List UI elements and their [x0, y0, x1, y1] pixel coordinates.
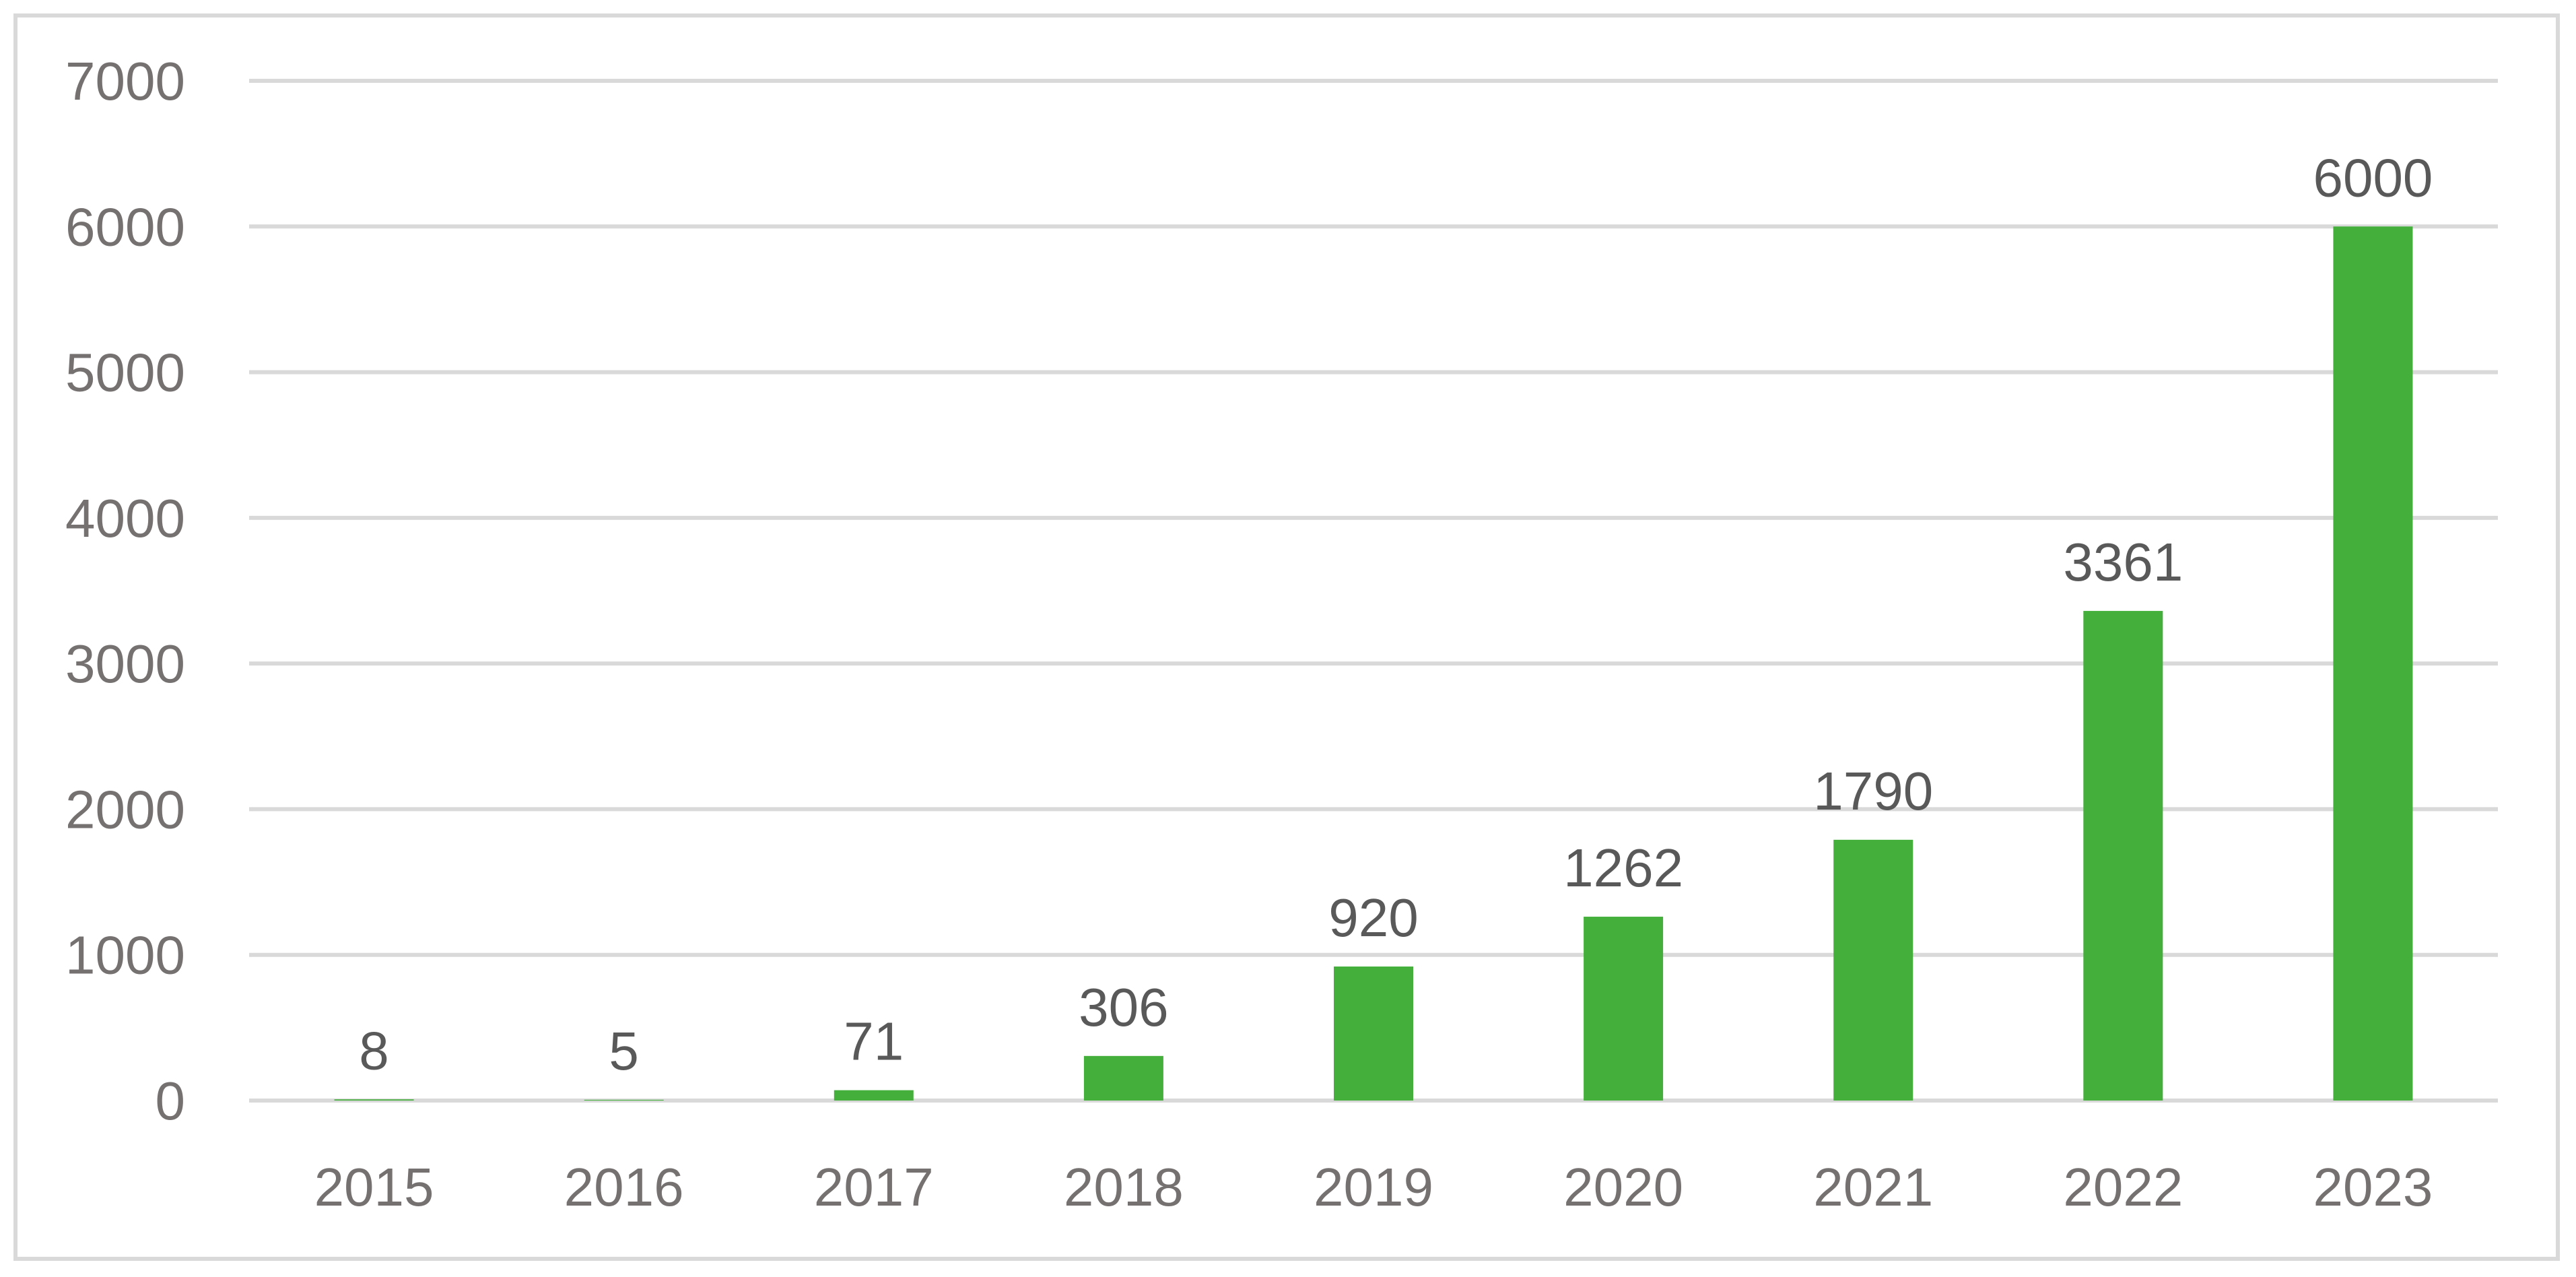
x-tick-label-2018: 2018	[1064, 1157, 1184, 1217]
y-tick-label: 5000	[65, 343, 185, 403]
x-tick-label-2021: 2021	[1813, 1157, 1933, 1217]
bar-2016	[584, 1099, 664, 1101]
data-label-2021: 1790	[1813, 761, 1933, 821]
bar-2022	[2083, 611, 2163, 1101]
y-tick-label: 1000	[65, 925, 185, 985]
bar-2019	[1334, 967, 1413, 1101]
bar-2021	[1833, 839, 1913, 1101]
x-tick-label-2017: 2017	[814, 1157, 934, 1217]
data-label-2018: 306	[1079, 977, 1168, 1037]
bar-2015	[334, 1099, 414, 1101]
x-tick-label-2019: 2019	[1314, 1157, 1433, 1217]
y-tick-label: 4000	[65, 488, 185, 548]
bar-2017	[834, 1090, 914, 1101]
data-label-2022: 3361	[2063, 532, 2183, 592]
x-tick-label-2023: 2023	[2313, 1157, 2433, 1217]
x-axis-tick-labels: 2015 2016 2017 2018 2019 2020 2021 2022 2023	[314, 1157, 2433, 1217]
x-tick-label-2022: 2022	[2063, 1157, 2183, 1217]
x-tick-label-2016: 2016	[564, 1157, 684, 1217]
y-tick-label: 6000	[65, 197, 185, 257]
bar-2020	[1584, 917, 1664, 1101]
data-label-2017: 71	[844, 1012, 904, 1072]
y-tick-label: 0	[156, 1071, 186, 1131]
bar-2023	[2333, 226, 2413, 1101]
y-tick-label: 7000	[65, 51, 185, 111]
y-tick-label: 2000	[65, 779, 185, 839]
data-labels: 8 5 71 306 920 1262 1790 3361 6000	[359, 148, 2433, 1081]
data-label-2019: 920	[1328, 888, 1418, 948]
bars	[334, 226, 2413, 1101]
y-axis-tick-labels: 0 1000 2000 3000 4000 5000 6000 7000	[65, 51, 185, 1131]
bar-2018	[1083, 1055, 1163, 1101]
y-tick-label: 3000	[65, 634, 185, 694]
data-label-2023: 6000	[2313, 148, 2433, 207]
data-label-2015: 8	[359, 1020, 389, 1080]
data-label-2020: 1262	[1563, 838, 1683, 898]
x-tick-label-2020: 2020	[1563, 1157, 1683, 1217]
x-tick-label-2015: 2015	[314, 1157, 434, 1217]
data-label-2016: 5	[609, 1021, 639, 1081]
